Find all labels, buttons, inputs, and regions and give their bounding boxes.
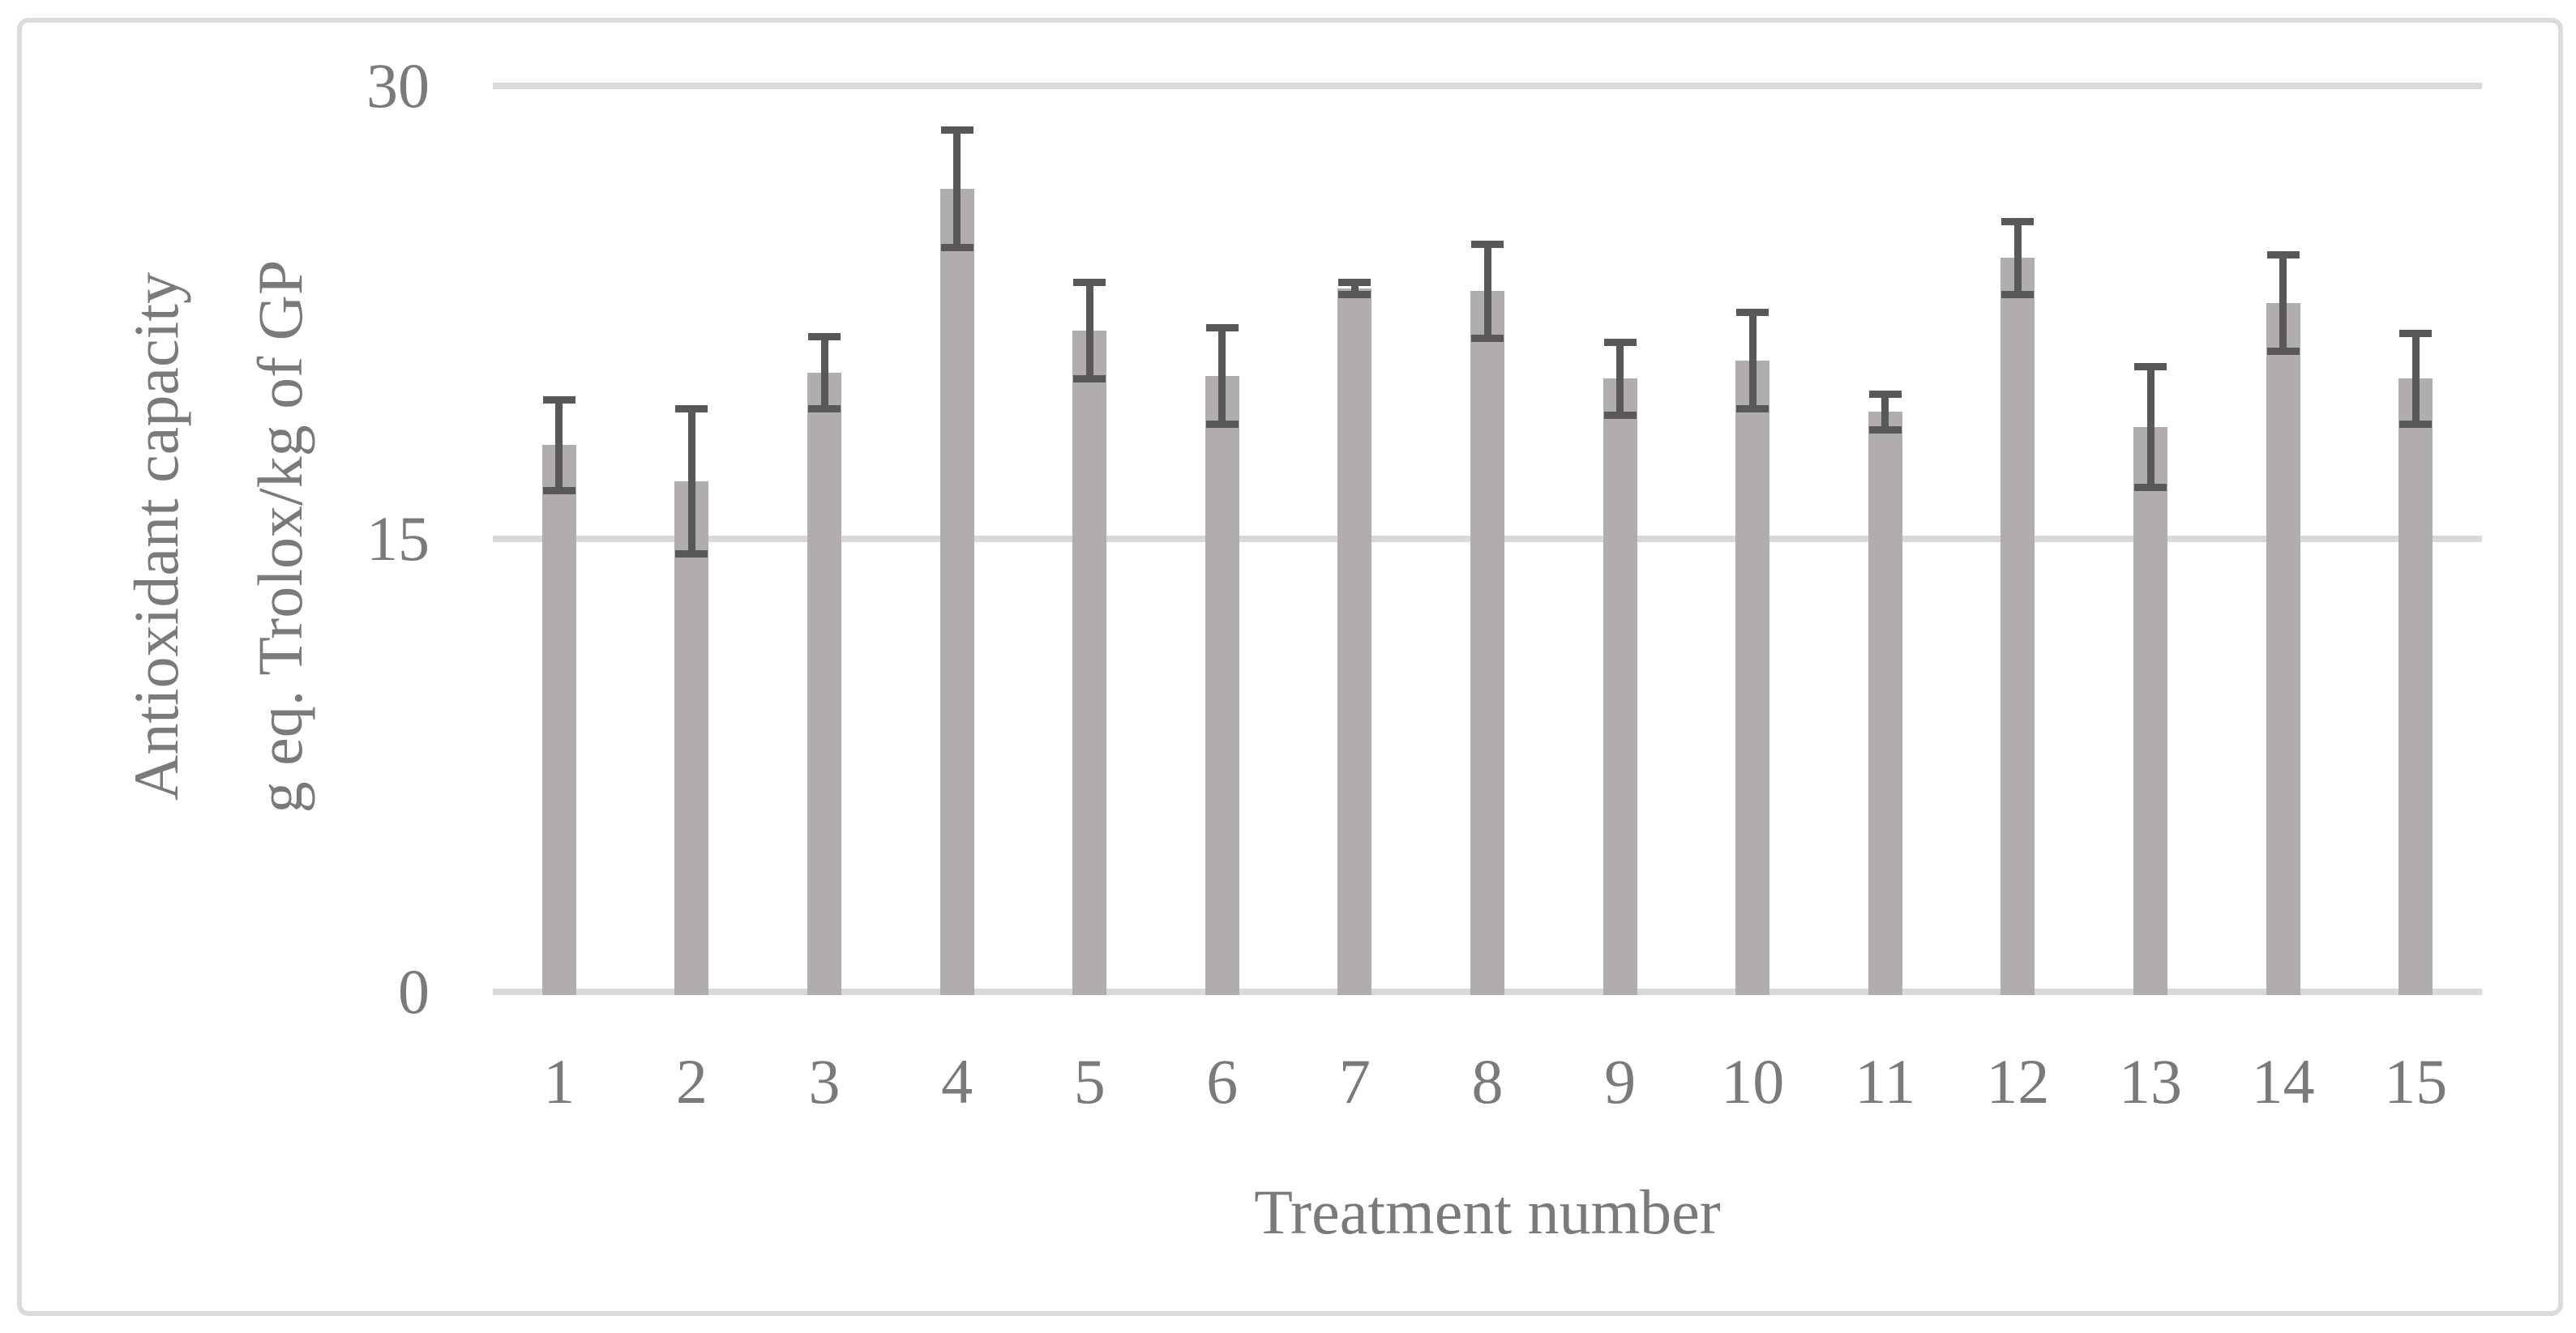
- x-tick-label-12: 12: [1986, 1046, 2050, 1117]
- bar-treatment-13: [2133, 427, 2167, 995]
- error-bar-line-11: [1881, 394, 1889, 430]
- error-bar-cap-top-9: [1603, 339, 1637, 347]
- x-tick-label-9: 9: [1604, 1046, 1637, 1117]
- error-bar-cap-top-13: [2134, 363, 2167, 371]
- y-tick-label-15: 15: [366, 503, 430, 574]
- x-tick-label-5: 5: [1073, 1046, 1106, 1117]
- error-bar-cap-top-4: [940, 126, 973, 134]
- error-bar-line-2: [687, 408, 695, 554]
- bar-treatment-12: [2000, 258, 2035, 995]
- error-bar-line-4: [953, 130, 961, 248]
- x-tick-label-13: 13: [2119, 1046, 2182, 1117]
- y-axis-title-line2: g eq. Trolox/kg of GP: [245, 259, 315, 814]
- error-bar-cap-bottom-4: [940, 243, 973, 251]
- bar-treatment-3: [807, 373, 841, 995]
- error-bar-cap-bottom-2: [675, 550, 708, 558]
- error-bar-cap-top-5: [1073, 278, 1106, 286]
- bar-treatment-14: [2266, 303, 2300, 995]
- error-bar-cap-bottom-14: [2266, 348, 2300, 356]
- bar-treatment-10: [1735, 361, 1770, 995]
- error-bar-line-13: [2146, 366, 2155, 488]
- error-bar-cap-top-15: [2399, 330, 2433, 338]
- x-tick-label-8: 8: [1471, 1046, 1504, 1117]
- bar-treatment-4: [939, 188, 974, 995]
- chart-border: [17, 18, 2563, 1316]
- error-bar-cap-top-3: [808, 332, 841, 340]
- error-bar-line-14: [2279, 254, 2287, 352]
- error-bar-cap-bottom-7: [1338, 290, 1371, 298]
- y-tick-label-0: 0: [398, 956, 430, 1027]
- x-axis-title: Treatment number: [1254, 1177, 1721, 1247]
- error-bar-cap-bottom-9: [1603, 411, 1637, 419]
- bar-treatment-2: [674, 481, 709, 995]
- error-bar-line-9: [1616, 342, 1624, 416]
- y-axis-title-line1: Antioxidant capacity: [121, 272, 191, 801]
- bar-treatment-8: [1470, 291, 1504, 995]
- error-bar-line-7: [1350, 282, 1359, 295]
- error-bar-line-3: [820, 336, 828, 409]
- error-bar-cap-bottom-1: [542, 486, 576, 494]
- error-bar-cap-bottom-10: [1736, 405, 1769, 413]
- x-tick-label-10: 10: [1721, 1046, 1785, 1117]
- error-bar-line-10: [1748, 312, 1757, 409]
- x-tick-label-6: 6: [1206, 1046, 1239, 1117]
- bar-treatment-9: [1603, 378, 1637, 995]
- error-bar-line-8: [1483, 244, 1491, 339]
- bar-treatment-5: [1072, 330, 1107, 995]
- bar-treatment-7: [1337, 288, 1372, 995]
- error-bar-cap-top-10: [1736, 309, 1769, 316]
- error-bar-cap-top-2: [675, 405, 708, 413]
- error-bar-line-12: [2013, 221, 2022, 295]
- x-tick-label-1: 1: [543, 1046, 576, 1117]
- x-tick-label-4: 4: [941, 1046, 973, 1117]
- gridline-y-30: [493, 83, 2482, 89]
- x-tick-label-3: 3: [808, 1046, 841, 1117]
- x-tick-label-11: 11: [1855, 1046, 1916, 1117]
- error-bar-cap-bottom-8: [1471, 334, 1504, 342]
- error-bar-cap-top-8: [1471, 241, 1504, 249]
- error-bar-cap-top-12: [2001, 218, 2035, 226]
- x-tick-label-15: 15: [2384, 1046, 2448, 1117]
- error-bar-line-6: [1218, 327, 1226, 425]
- x-tick-label-7: 7: [1338, 1046, 1371, 1117]
- bar-treatment-11: [1868, 412, 1902, 995]
- error-bar-cap-top-1: [542, 396, 576, 404]
- error-bar-line-1: [555, 399, 563, 491]
- error-bar-cap-bottom-5: [1073, 374, 1106, 382]
- error-bar-cap-top-11: [1868, 390, 1902, 398]
- y-axis-title: Antioxidant capacity g eq. Trolox/kg of …: [94, 0, 342, 1144]
- error-bar-cap-top-6: [1205, 323, 1239, 331]
- error-bar-cap-bottom-11: [1868, 426, 1902, 434]
- error-bar-cap-bottom-15: [2399, 420, 2433, 428]
- y-tick-label-30: 30: [366, 50, 430, 121]
- bar-treatment-6: [1205, 375, 1239, 995]
- error-bar-cap-top-7: [1338, 278, 1371, 286]
- x-tick-label-2: 2: [675, 1046, 708, 1117]
- error-bar-line-15: [2411, 333, 2420, 425]
- bar-treatment-1: [541, 445, 576, 995]
- bar-treatment-15: [2398, 378, 2433, 995]
- x-tick-label-14: 14: [2251, 1046, 2315, 1117]
- error-bar-cap-bottom-13: [2134, 484, 2167, 492]
- error-bar-cap-bottom-12: [2001, 290, 2035, 298]
- error-bar-cap-bottom-6: [1205, 420, 1239, 428]
- error-bar-cap-top-14: [2266, 251, 2300, 259]
- error-bar-line-5: [1085, 282, 1093, 379]
- error-bar-cap-bottom-3: [808, 405, 841, 413]
